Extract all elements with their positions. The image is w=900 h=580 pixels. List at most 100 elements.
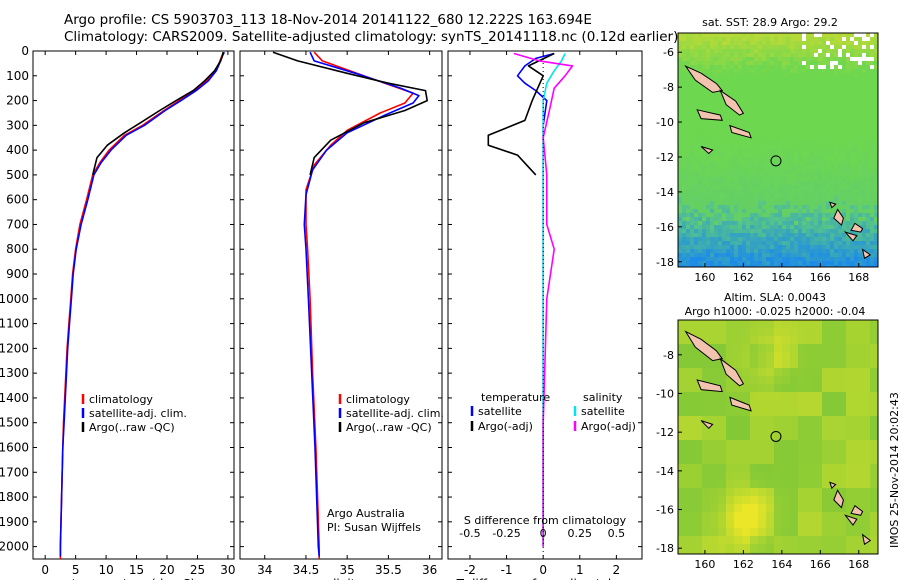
map-cell (742, 145, 747, 150)
map-cell (810, 117, 815, 122)
map-cell (766, 149, 771, 154)
map-cell (798, 45, 803, 50)
map-cell (790, 544, 799, 553)
map-cell (854, 536, 863, 545)
map-cell (862, 49, 867, 54)
map-cell (778, 129, 783, 134)
map-cell (742, 480, 751, 489)
map-cell (678, 344, 687, 353)
map-cell (710, 237, 715, 242)
map-cell (678, 137, 683, 142)
map-cell (790, 253, 795, 258)
map-cell (686, 344, 695, 353)
map-cell (806, 69, 811, 74)
map-cell (738, 81, 743, 86)
map-cell (746, 45, 751, 50)
map-cell (742, 185, 747, 190)
map-cell (762, 45, 767, 50)
map-cell (850, 205, 855, 210)
map-cell (830, 257, 835, 262)
map-cell (790, 245, 795, 250)
map-cell (798, 249, 803, 254)
map-cell (690, 181, 695, 186)
map-cell (830, 157, 835, 162)
map-cell (870, 261, 875, 266)
map-cell (730, 229, 735, 234)
map-cell (762, 65, 767, 70)
map-cell (770, 161, 775, 166)
map-cell (838, 416, 847, 425)
map-cell (786, 209, 791, 214)
map-cell (694, 53, 699, 58)
map-cell (866, 93, 871, 98)
map-cell (706, 137, 711, 142)
map-cell (862, 217, 867, 222)
map-cell (762, 49, 767, 54)
map-cell (722, 249, 727, 254)
map-cell (726, 229, 731, 234)
map-cell (766, 129, 771, 134)
map-cell (810, 221, 815, 226)
map-cell (758, 65, 763, 70)
map-cell (682, 141, 687, 146)
map-cell (710, 121, 715, 126)
map-cell (694, 149, 699, 154)
map-cell (762, 97, 767, 102)
map-cell (694, 544, 703, 553)
map-cell (814, 544, 823, 553)
map-cell (758, 97, 763, 102)
map-cell (862, 197, 867, 202)
map-cell (798, 544, 807, 553)
map-cell (778, 209, 783, 214)
map-cell (678, 185, 683, 190)
map-cell (854, 37, 859, 42)
map-cell (754, 41, 759, 46)
map-cell (866, 101, 871, 106)
map-cell (798, 528, 807, 537)
map-cell (750, 129, 755, 134)
map-cell (782, 117, 787, 122)
map-cell (706, 193, 711, 198)
map-cell (830, 241, 835, 246)
map-cell (702, 173, 707, 178)
map-cell (706, 201, 711, 206)
map-cell (854, 141, 859, 146)
map-cell (738, 125, 743, 130)
map-cell (846, 456, 855, 465)
map-cell (874, 233, 878, 238)
map-cell (866, 125, 871, 130)
map-cell (870, 400, 878, 409)
map-cell (794, 165, 799, 170)
map-cell (770, 169, 775, 174)
map-cell (738, 33, 743, 38)
map-cell (742, 105, 747, 110)
map-cell (854, 181, 859, 186)
map-cell (682, 233, 687, 238)
map-cell (782, 456, 791, 465)
map-cell (806, 432, 815, 441)
map-cell (858, 261, 863, 266)
map-cell (694, 97, 699, 102)
map-cell (822, 201, 827, 206)
map-cell (714, 141, 719, 146)
map-cell (826, 229, 831, 234)
map-cell (826, 53, 831, 58)
x-tick-label: 15 (129, 563, 144, 577)
map-cell (750, 113, 755, 118)
map-cell (778, 241, 783, 246)
map-cell (726, 480, 735, 489)
map-cell (806, 189, 811, 194)
map-cell (706, 229, 711, 234)
map-cell (786, 213, 791, 218)
map-cell (750, 165, 755, 170)
map-cell (694, 424, 703, 433)
map-cell (862, 352, 871, 361)
map-cell (762, 213, 767, 218)
map-cell (766, 41, 771, 46)
map-cell (766, 121, 771, 126)
map-cell (822, 328, 831, 337)
map-cell (762, 197, 767, 202)
map-cell (862, 109, 867, 114)
map-cell (862, 552, 871, 554)
map-cell (830, 141, 835, 146)
